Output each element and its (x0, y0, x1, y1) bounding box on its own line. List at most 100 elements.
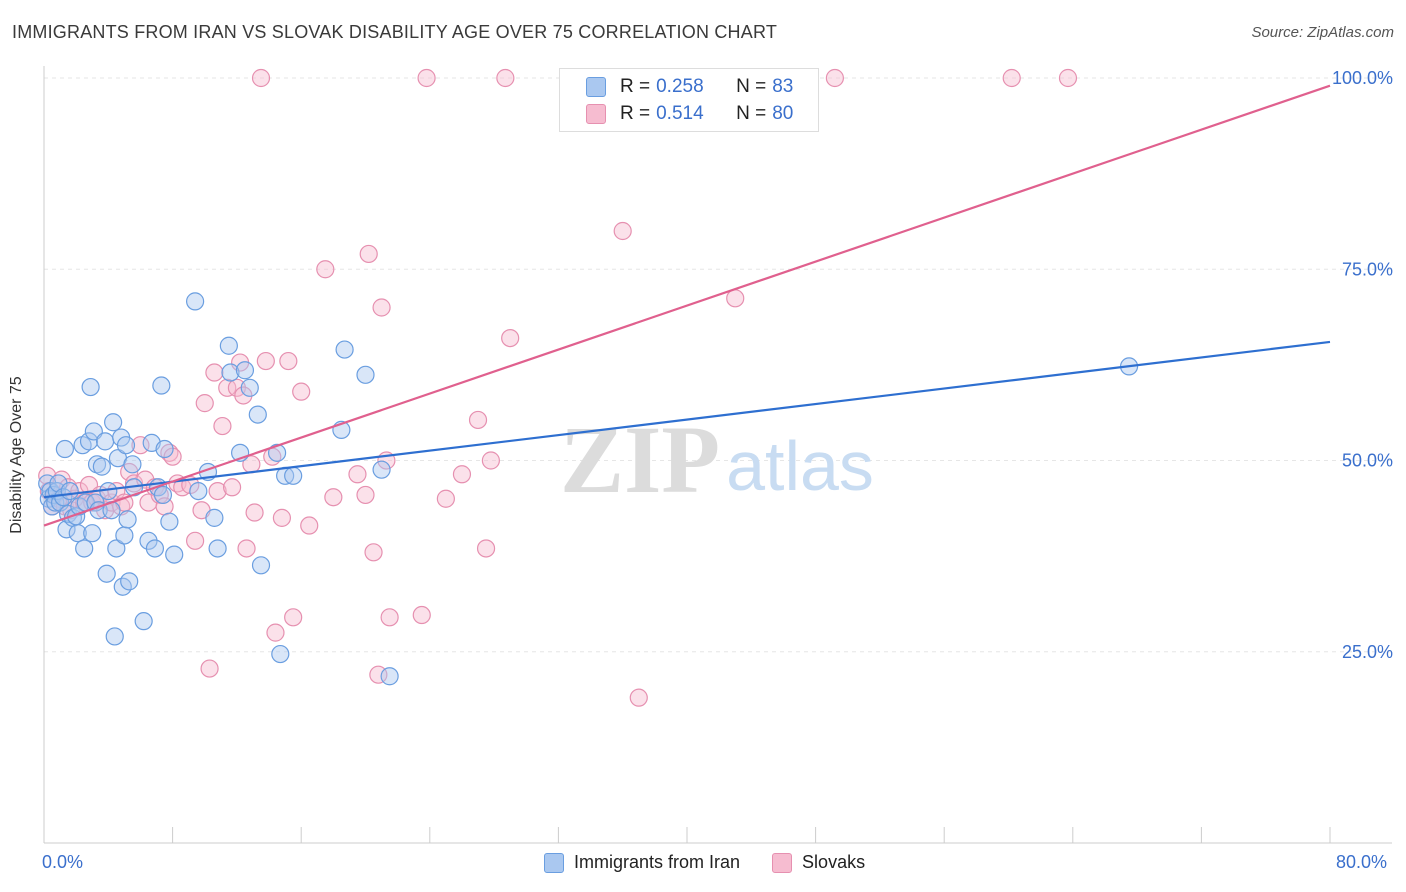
slovaks-point (364, 543, 383, 562)
slovaks-point (1002, 68, 1021, 88)
correlation-legend: R = 0.258 N = 83 R = 0.514 N = 80 (559, 68, 819, 132)
legend-item-iran[interactable]: Immigrants from Iran (544, 852, 740, 873)
slovaks-point (452, 465, 472, 484)
iran-point (57, 520, 76, 539)
iran-point (235, 361, 255, 380)
slovaks-point (266, 623, 285, 642)
slovaks-point (380, 608, 399, 627)
slovaks-point (272, 508, 292, 527)
iran-point (116, 436, 136, 455)
y-tick-label: 25.0% (1342, 642, 1393, 662)
chart-title: IMMIGRANTS FROM IRAN VS SLOVAK DISABILIT… (12, 22, 778, 42)
r-label: R = (620, 103, 651, 124)
slovaks-point (222, 478, 242, 497)
iran-point (248, 405, 267, 424)
n-label: N = (736, 103, 767, 124)
iran-point (284, 466, 303, 485)
iran-point (104, 413, 123, 432)
slovaks-point (481, 451, 500, 470)
axes (43, 66, 1392, 844)
iran-point (380, 667, 399, 686)
iran-point (87, 455, 107, 474)
legend-item-slovaks[interactable]: Slovaks (772, 852, 865, 873)
slovaks-point (348, 465, 367, 484)
slovaks-point (186, 531, 205, 550)
iran-point (267, 443, 287, 462)
slovaks-point (372, 298, 391, 317)
slovaks-point (316, 260, 335, 279)
slovaks-point (245, 503, 264, 522)
slovaks-swatch (586, 104, 606, 124)
iran-point (97, 564, 116, 583)
iran-point (219, 336, 238, 355)
iran-point (83, 524, 102, 543)
iran-point (107, 539, 126, 558)
iran-point (208, 539, 227, 558)
iran-point (81, 377, 100, 397)
slovaks-point (218, 378, 237, 397)
slovaks-point (412, 605, 431, 625)
iran-point (221, 363, 240, 382)
iran-legend-swatch (544, 852, 564, 873)
y-axis-label: Disability Age Over 75 (8, 376, 25, 534)
slovaks-point (468, 410, 488, 430)
iran-trend-line (43, 340, 1331, 499)
iran-point (75, 539, 94, 558)
slovaks-point (825, 68, 844, 88)
x-tick-min: 0.0% (42, 852, 84, 872)
iran-point (145, 539, 165, 558)
iran-point (356, 365, 375, 384)
series-legend: Immigrants from Iran Slovaks (544, 852, 897, 873)
iran-point (153, 485, 173, 505)
slovaks-point (629, 688, 648, 707)
y-tick-labels: 25.0% 50.0% 75.0% 100.0% (1332, 68, 1393, 662)
iran-point (165, 545, 184, 564)
slovaks-point (613, 221, 632, 241)
iran-n-value: 83 (772, 76, 794, 97)
iran-point (189, 482, 208, 501)
iran-point (115, 526, 134, 545)
slovaks-point (300, 516, 319, 535)
slovaks-n-value: 80 (772, 103, 794, 124)
iran-point (160, 512, 179, 531)
trend-lines (43, 84, 1331, 527)
iran-point (240, 378, 259, 397)
iran-point (251, 556, 271, 575)
slovaks-point (256, 351, 275, 371)
iran-swatch (586, 77, 606, 97)
slovaks-point (1058, 68, 1078, 88)
slovaks-legend-label: Slovaks (802, 852, 866, 872)
iran-points (38, 292, 1139, 686)
slovaks-point (279, 351, 298, 371)
watermark-zip: ZIP (560, 406, 720, 513)
slovaks-point (131, 436, 150, 455)
iran-point (186, 292, 205, 311)
iran-point (335, 340, 354, 359)
slovaks-point (292, 382, 311, 401)
legend-row-slovaks: R = 0.514 N = 80 (586, 102, 793, 126)
iran-point (55, 439, 74, 459)
slovaks-point (356, 485, 375, 505)
iran-legend-label: Immigrants from Iran (574, 852, 741, 872)
iran-point (105, 627, 124, 646)
iran-point (123, 455, 142, 474)
iran-r-value: 0.258 (656, 76, 704, 97)
r-label: R = (620, 76, 651, 97)
slovaks-point (476, 539, 496, 558)
slovaks-point (208, 482, 227, 501)
slovaks-point (726, 289, 745, 308)
slovaks-point (501, 329, 520, 348)
y-tick-label: 100.0% (1332, 68, 1393, 88)
y-tick-label: 50.0% (1342, 451, 1393, 471)
slovaks-point (205, 363, 224, 382)
slovaks-point (200, 659, 219, 678)
iran-point (118, 510, 137, 529)
iran-point (372, 460, 391, 479)
slovaks-point (237, 539, 256, 558)
slovaks-point (284, 608, 303, 627)
legend-row-iran: R = 0.258 N = 83 (586, 75, 793, 99)
slovaks-trend-line (43, 84, 1331, 527)
slovaks-point (213, 416, 232, 436)
iran-point (205, 508, 224, 527)
